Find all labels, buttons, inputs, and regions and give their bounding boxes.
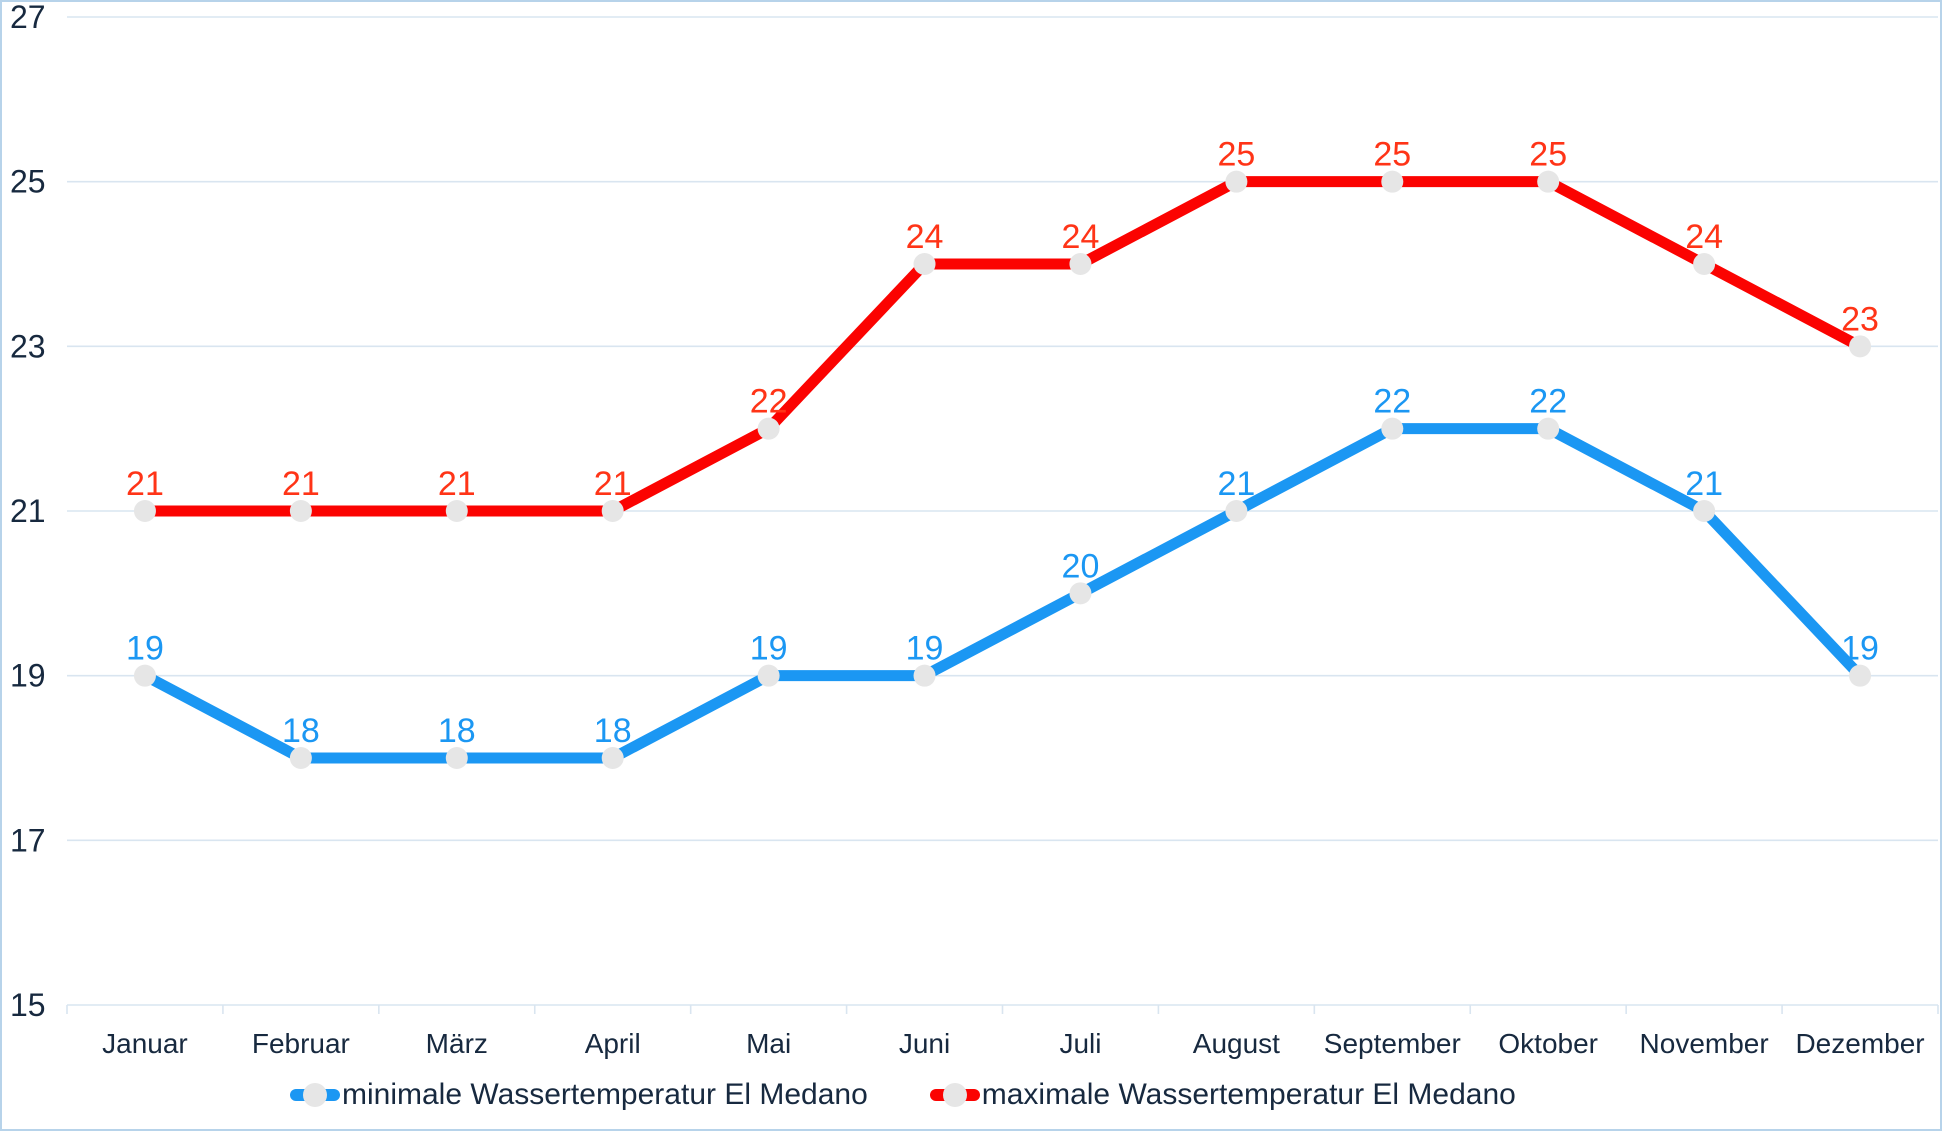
- x-axis-label-februar: Februar: [252, 1028, 350, 1059]
- data-label-max-januar: 21: [126, 465, 164, 503]
- x-axis-label-august: August: [1193, 1028, 1280, 1059]
- data-label-max-dezember: 23: [1841, 300, 1879, 338]
- data-point-max-oktober[interactable]: [1537, 170, 1560, 193]
- data-point-max-april[interactable]: [601, 500, 624, 522]
- legend-point-swatch-min: [303, 1083, 327, 1107]
- data-label-min-juli: 20: [1062, 547, 1100, 585]
- data-label-min-februar: 18: [282, 712, 320, 750]
- legend-label-max: maximale Wassertemperatur El Medano: [981, 1078, 1516, 1111]
- x-axis-label-mai: Mai: [746, 1028, 791, 1059]
- legend-label-min: minimale Wassertemperatur El Medano: [342, 1078, 868, 1111]
- data-point-min-september[interactable]: [1381, 417, 1404, 440]
- data-point-max-märz[interactable]: [445, 500, 468, 522]
- x-axis-label-april: April: [585, 1028, 641, 1059]
- data-point-min-juli[interactable]: [1069, 582, 1092, 605]
- data-label-min-august: 21: [1217, 465, 1255, 503]
- data-label-min-märz: 18: [438, 712, 476, 750]
- y-axis-label-19: 19: [10, 658, 46, 694]
- x-axis-label-dezember: Dezember: [1795, 1028, 1924, 1059]
- x-axis-label-märz: März: [426, 1028, 488, 1059]
- y-axis-label-27: 27: [10, 2, 46, 35]
- data-label-max-mai: 22: [750, 383, 788, 421]
- data-point-max-juni[interactable]: [913, 253, 936, 275]
- data-point-max-januar[interactable]: [133, 500, 156, 522]
- series-line-max[interactable]: [139, 176, 1866, 517]
- legend-marker-max-icon: [929, 1082, 980, 1108]
- data-label-min-juni: 19: [906, 630, 944, 668]
- x-axis-label-september: September: [1324, 1028, 1461, 1059]
- data-point-max-mai[interactable]: [757, 417, 780, 440]
- x-axis-label-oktober: Oktober: [1498, 1028, 1598, 1059]
- data-label-max-märz: 21: [438, 465, 476, 503]
- legend-marker-min-icon: [290, 1082, 340, 1108]
- data-point-min-januar[interactable]: [133, 664, 156, 687]
- legend-point-swatch-max: [942, 1083, 967, 1107]
- data-label-min-september: 22: [1373, 383, 1411, 421]
- data-point-max-februar[interactable]: [289, 500, 312, 522]
- data-point-min-märz[interactable]: [445, 747, 468, 769]
- data-label-max-oktober: 25: [1529, 136, 1567, 174]
- series-line-min[interactable]: [139, 423, 1866, 764]
- data-point-min-august[interactable]: [1225, 500, 1248, 522]
- legend-item-min-temp[interactable]: minimale Wassertemperatur El Medano: [290, 1078, 868, 1112]
- data-point-min-dezember[interactable]: [1849, 664, 1872, 687]
- data-point-max-september[interactable]: [1381, 170, 1404, 193]
- data-label-max-april: 21: [594, 465, 632, 503]
- data-label-max-februar: 21: [282, 465, 320, 503]
- y-axis-label-23: 23: [10, 328, 46, 364]
- data-label-max-september: 25: [1373, 136, 1411, 174]
- data-label-max-august: 25: [1217, 136, 1255, 174]
- data-point-max-august[interactable]: [1225, 170, 1248, 193]
- y-axis-label-25: 25: [10, 164, 46, 200]
- x-axis-label-juni: Juni: [899, 1028, 950, 1059]
- data-point-min-mai[interactable]: [757, 664, 780, 687]
- legend: minimale Wassertemperatur El Medano maxi…: [290, 1078, 1516, 1112]
- y-axis-label-17: 17: [10, 822, 46, 858]
- data-label-max-november: 24: [1685, 218, 1723, 256]
- data-point-min-april[interactable]: [601, 747, 624, 769]
- data-point-min-november[interactable]: [1693, 500, 1716, 522]
- y-axis-label-21: 21: [10, 493, 46, 529]
- data-point-max-november[interactable]: [1693, 253, 1716, 275]
- data-label-max-juli: 24: [1062, 218, 1100, 256]
- x-axis-label-november: November: [1640, 1028, 1769, 1059]
- data-point-min-juni[interactable]: [913, 664, 936, 687]
- data-label-min-oktober: 22: [1529, 383, 1567, 421]
- data-label-min-dezember: 19: [1841, 630, 1879, 668]
- data-point-min-februar[interactable]: [289, 747, 312, 769]
- data-label-max-juni: 24: [906, 218, 944, 256]
- data-point-max-juli[interactable]: [1069, 253, 1092, 275]
- data-point-max-dezember[interactable]: [1849, 335, 1872, 358]
- data-label-min-januar: 19: [126, 630, 164, 668]
- data-label-min-april: 18: [594, 712, 632, 750]
- y-axis-label-15: 15: [10, 987, 46, 1023]
- data-point-min-oktober[interactable]: [1537, 417, 1560, 440]
- x-axis-label-januar: Januar: [102, 1028, 188, 1059]
- legend-item-max-temp[interactable]: maximale Wassertemperatur El Medano: [929, 1078, 1516, 1112]
- x-axis-label-juli: Juli: [1059, 1028, 1101, 1059]
- data-label-min-mai: 19: [750, 630, 788, 668]
- data-label-min-november: 21: [1685, 465, 1723, 503]
